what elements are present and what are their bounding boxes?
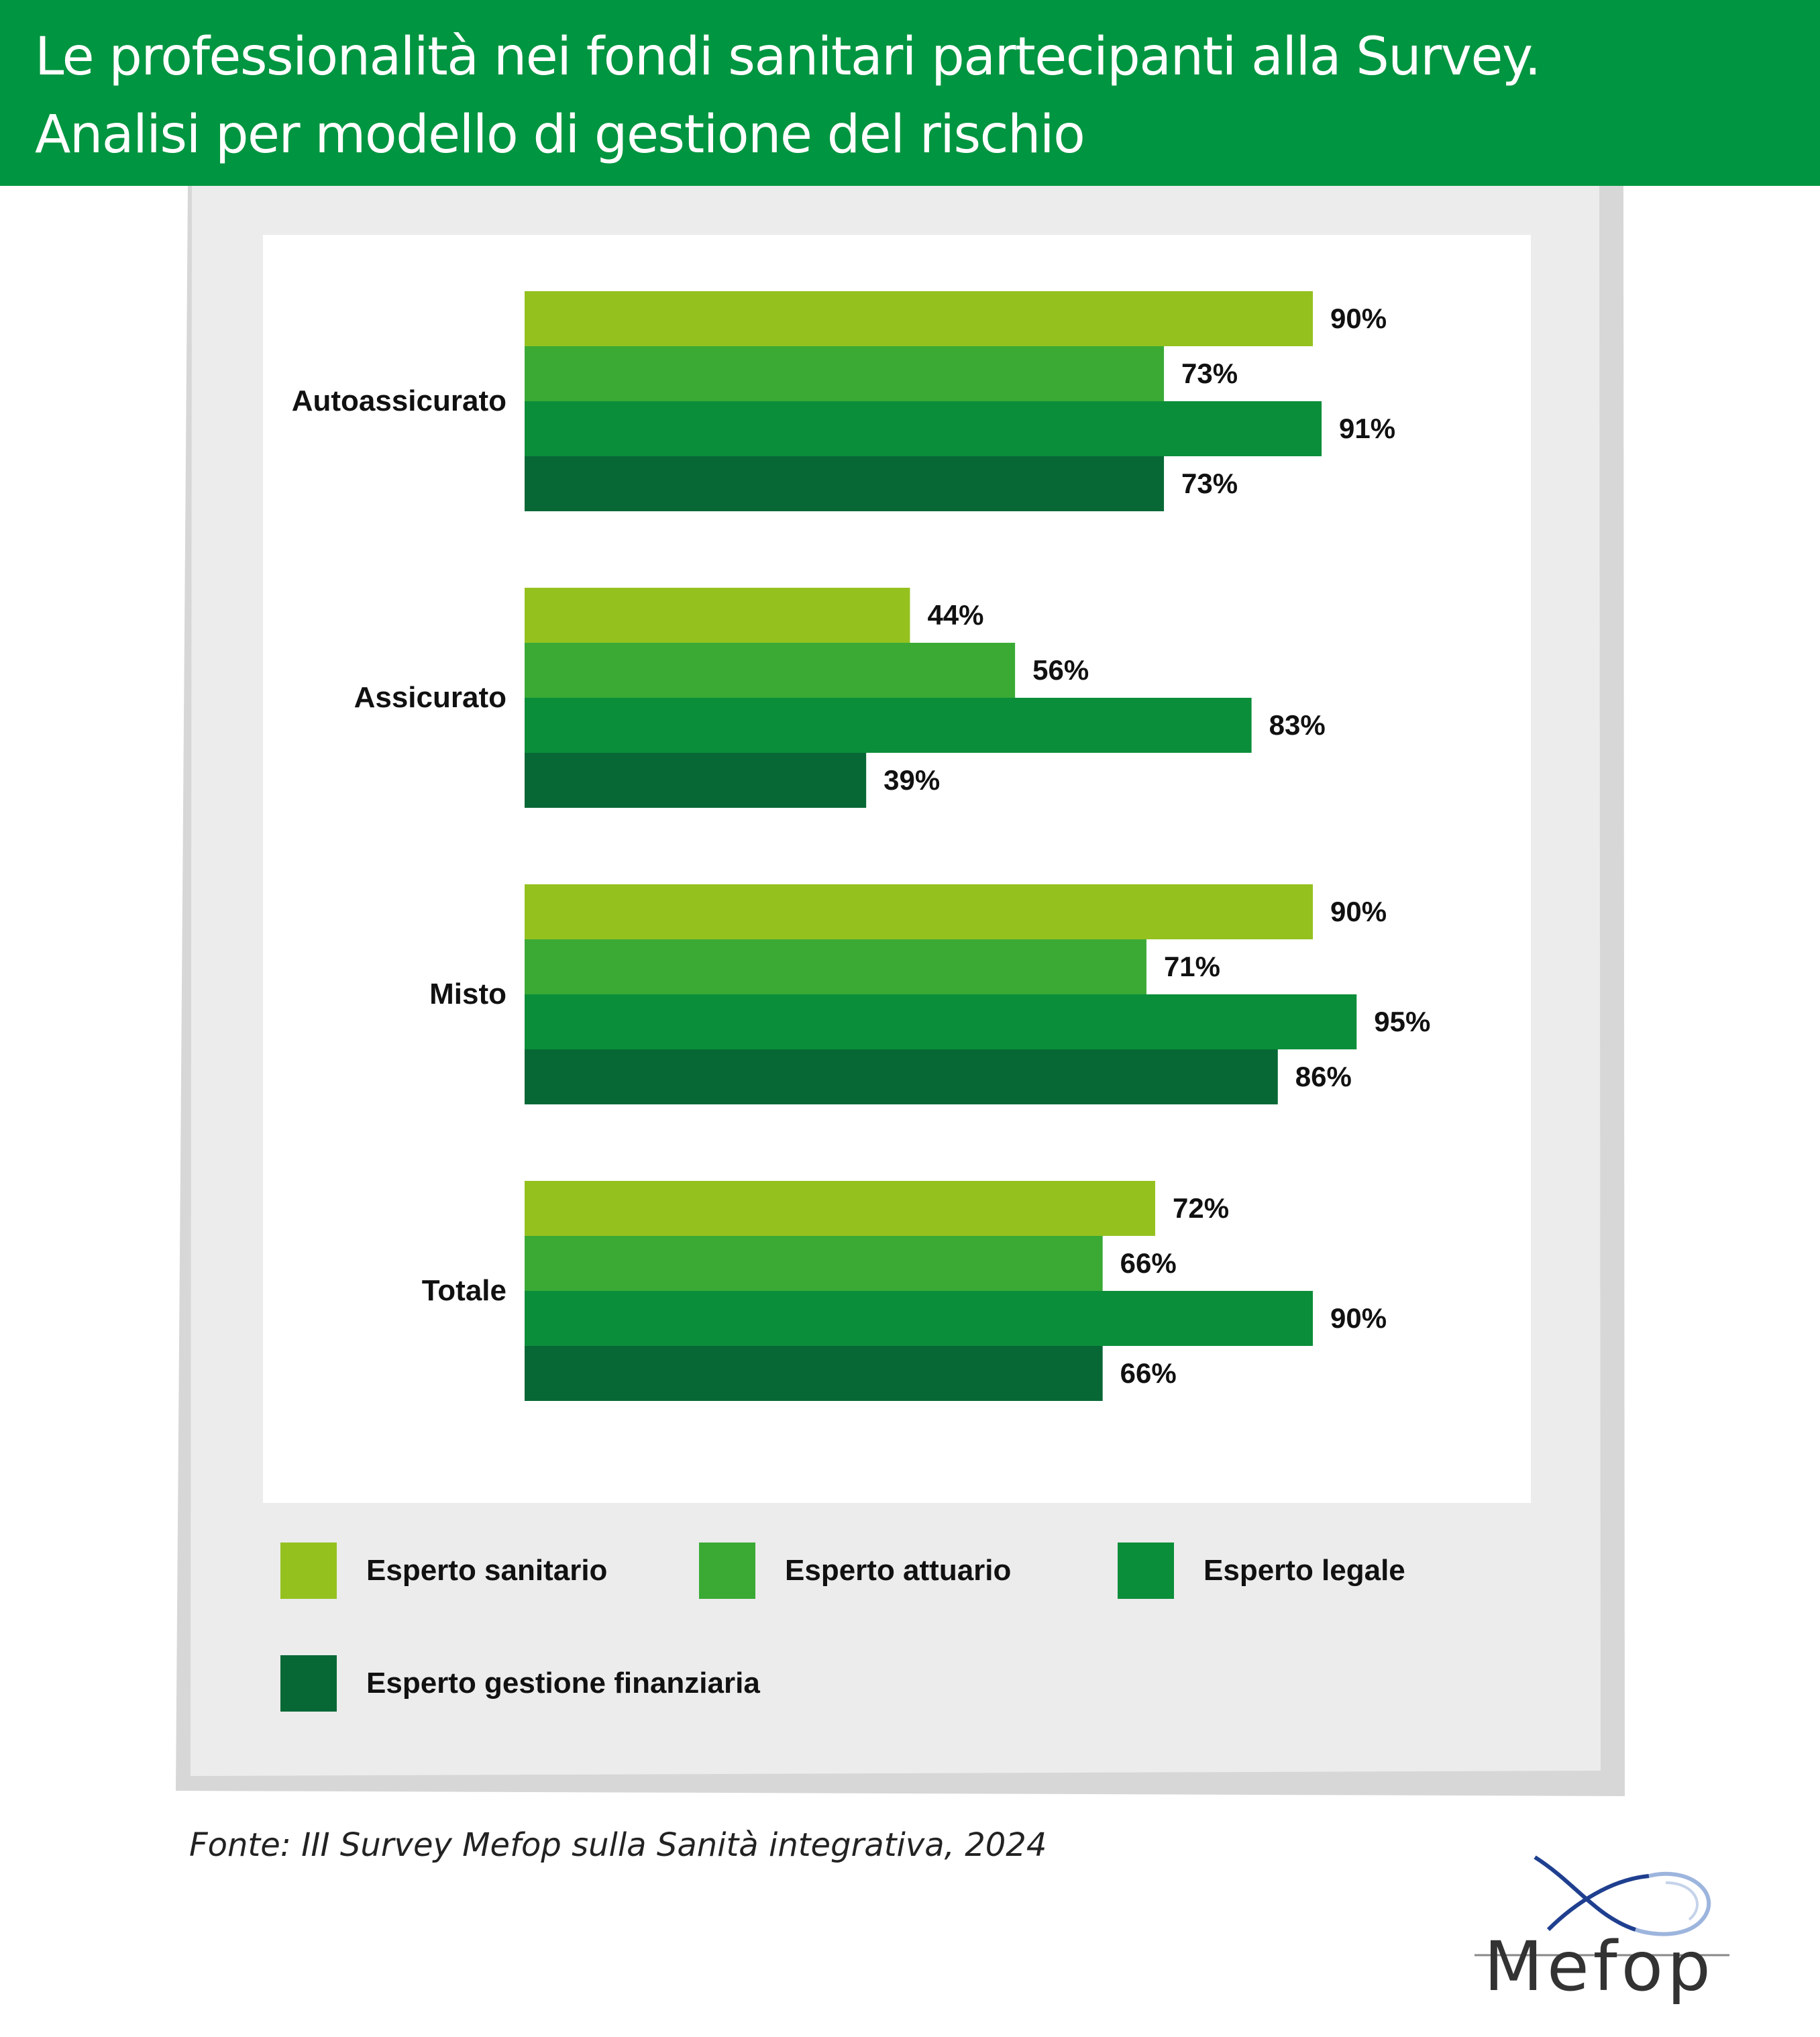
bar-totale-esperto-legale [525, 1291, 1313, 1346]
bar-assicurato-esperto-gestione-finanziaria [525, 753, 867, 808]
chart-frame: Autoassicurato 90% 73% 91% 73% Assicurato 44% 5… [0, 186, 1820, 1810]
bars-layer [525, 291, 1357, 1401]
bar-assicurato-esperto-legale [525, 698, 1252, 753]
legend-label-esperto-legale: Esperto legale [1203, 1554, 1405, 1587]
bar-misto-esperto-sanitario [525, 884, 1313, 939]
mefop-logo-text: Mefop [1484, 1927, 1715, 2007]
value-label-autoassicurato-esperto-gestione-finanziaria: 73% [1181, 468, 1238, 499]
bar-misto-esperto-attuario [525, 939, 1146, 994]
bar-assicurato-esperto-sanitario [525, 588, 910, 643]
value-label-assicurato-esperto-attuario: 56% [1032, 654, 1089, 686]
legend-swatch-esperto-sanitario [280, 1543, 337, 1599]
category-label-totale: Totale [421, 1274, 506, 1307]
value-label-misto-esperto-legale: 95% [1374, 1006, 1431, 1037]
bar-autoassicurato-esperto-legale [525, 401, 1322, 456]
chart-title-line-1: Le professionalità nei fondi sanitari pa… [35, 27, 1541, 87]
value-label-misto-esperto-attuario: 71% [1163, 951, 1220, 982]
value-label-assicurato-esperto-gestione-finanziaria: 39% [884, 764, 941, 796]
value-label-totale-esperto-gestione-finanziaria: 66% [1120, 1357, 1177, 1389]
legend-label-esperto-sanitario: Esperto sanitario [366, 1554, 608, 1587]
value-label-totale-esperto-sanitario: 72% [1173, 1192, 1230, 1224]
value-label-misto-esperto-sanitario: 90% [1330, 896, 1387, 927]
bar-misto-esperto-legale [525, 994, 1357, 1049]
chart-title-line-2: Analisi per modello di gestione del risc… [35, 105, 1085, 165]
value-label-autoassicurato-esperto-sanitario: 90% [1330, 303, 1387, 334]
bar-misto-esperto-gestione-finanziaria [525, 1049, 1278, 1104]
bar-autoassicurato-esperto-sanitario [525, 291, 1313, 346]
bar-autoassicurato-esperto-gestione-finanziaria [525, 456, 1165, 511]
mefop-logo-icon [1475, 1855, 1729, 1956]
bar-assicurato-esperto-attuario [525, 643, 1016, 698]
value-label-assicurato-esperto-sanitario: 44% [927, 599, 984, 631]
legend-label-esperto-gestione-finanziaria: Esperto gestione finanziaria [366, 1667, 760, 1700]
category-label-misto: Misto [429, 978, 506, 1010]
category-label-assicurato: Assicurato [354, 681, 506, 714]
category-label-autoassicurato: Autoassicurato [291, 384, 506, 417]
bar-totale-esperto-attuario [525, 1236, 1103, 1291]
value-label-assicurato-esperto-legale: 83% [1269, 709, 1326, 741]
legend-label-esperto-attuario: Esperto attuario [785, 1554, 1012, 1587]
bar-totale-esperto-gestione-finanziaria [525, 1346, 1103, 1401]
chart-canvas [176, 186, 1625, 1796]
source-note: Fonte: III Survey Mefop sulla Sanità int… [189, 1826, 1047, 1864]
legend-swatch-esperto-legale [1118, 1543, 1174, 1599]
value-label-autoassicurato-esperto-attuario: 73% [1181, 358, 1238, 389]
title-banner: Le professionalità nei fondi sanitari pa… [0, 0, 1820, 186]
bar-autoassicurato-esperto-attuario [525, 346, 1165, 401]
legend-swatch-esperto-gestione-finanziaria [280, 1655, 337, 1712]
legend-swatch-esperto-attuario [699, 1543, 755, 1599]
value-label-misto-esperto-gestione-finanziaria: 86% [1295, 1061, 1352, 1092]
value-label-totale-esperto-attuario: 66% [1120, 1247, 1177, 1279]
value-label-totale-esperto-legale: 90% [1330, 1302, 1387, 1334]
bar-totale-esperto-sanitario [525, 1181, 1155, 1236]
value-label-autoassicurato-esperto-legale: 91% [1339, 413, 1396, 444]
